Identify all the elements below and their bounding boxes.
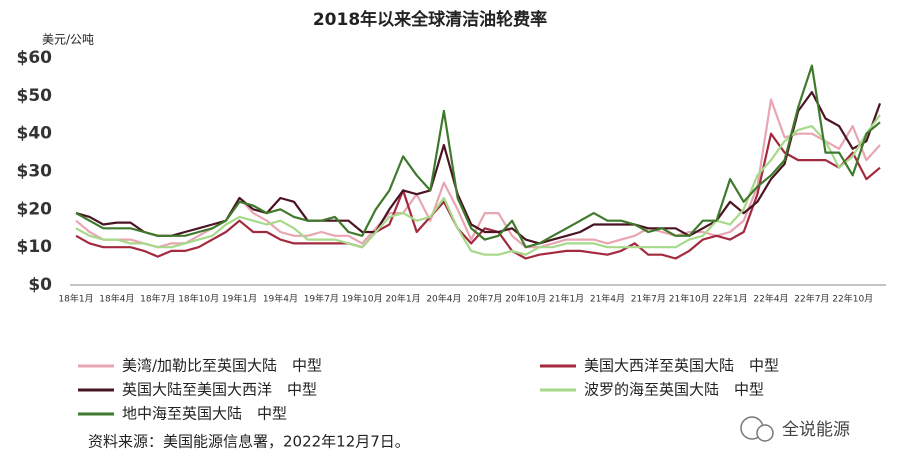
x-tick-label: 19年4月 <box>263 293 298 305</box>
x-tick-label: 21年4月 <box>590 293 625 305</box>
x-tick-label: 20年1月 <box>385 293 420 305</box>
x-tick-label: 21年7月 <box>631 293 666 305</box>
legend-label: 波罗的海至英国大陆 中型 <box>584 381 764 399</box>
y-axis-label: 美元/公吨 <box>42 33 94 47</box>
series-line <box>75 91 882 245</box>
x-tick-label: 20年4月 <box>426 293 461 305</box>
x-tick-label: 22年4月 <box>753 293 788 305</box>
x-tick-label: 22年7月 <box>794 293 829 305</box>
y-tick-label: $60 <box>17 48 53 68</box>
watermark-icon <box>740 416 774 442</box>
x-tick-label: 19年7月 <box>304 293 339 305</box>
y-tick-label: $30 <box>17 162 53 182</box>
legend-label: 美国大西洋至英国大陆 中型 <box>584 357 779 375</box>
y-tick-label: $10 <box>17 237 53 257</box>
y-tick-label: $0 <box>28 275 52 295</box>
source-note: 资料来源：美国能源信息署，2022年12月7日。 <box>88 433 410 451</box>
legend-label: 英国大陆至美国大西洋 中型 <box>122 381 317 399</box>
x-tick-label: 21年1月 <box>549 293 584 305</box>
series-line <box>75 64 881 249</box>
watermark: 全说能源 <box>782 420 850 440</box>
legend-label: 地中海至英国大陆 中型 <box>122 405 287 423</box>
x-tick-label: 18年10月 <box>178 293 219 305</box>
x-tick-label: 22年1月 <box>713 293 748 305</box>
x-tick-label: 20年10月 <box>505 293 546 305</box>
x-tick-label: 18年1月 <box>58 293 93 305</box>
y-tick-label: $20 <box>17 199 53 219</box>
y-tick-label: $50 <box>17 86 53 106</box>
x-tick-label: 21年10月 <box>669 293 710 305</box>
series-line <box>75 114 881 256</box>
x-tick-label: 18年4月 <box>99 293 134 305</box>
legend-label: 美湾/加勒比至英国大陆 中型 <box>122 357 322 375</box>
series-line <box>75 132 881 260</box>
x-tick-label: 22年10月 <box>832 293 873 305</box>
y-tick-label: $40 <box>17 124 53 144</box>
chart-title: 2018年以来全球清洁油轮费率 <box>313 9 547 30</box>
x-tick-label: 18年7月 <box>140 293 175 305</box>
x-tick-label: 19年1月 <box>222 293 257 305</box>
x-tick-label: 20年7月 <box>467 293 502 305</box>
x-tick-label: 19年10月 <box>342 293 383 305</box>
